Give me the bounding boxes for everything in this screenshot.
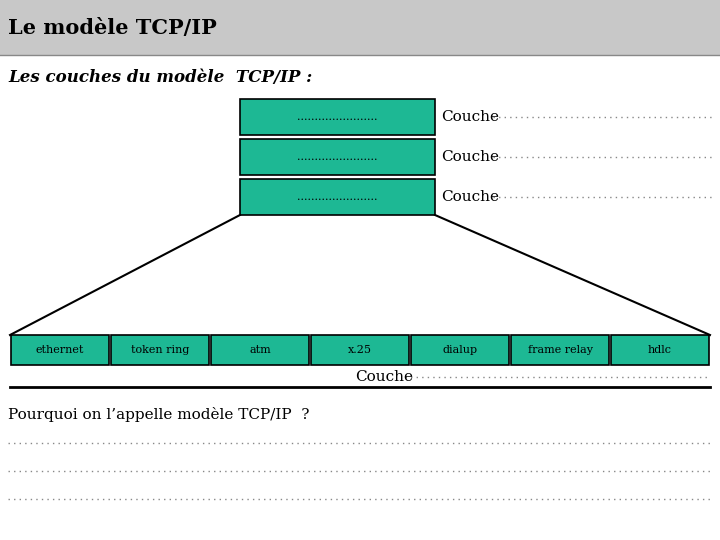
- Text: x.25: x.25: [348, 345, 372, 355]
- Bar: [0, 0, 720, 55]
- Text: Couche: Couche: [355, 370, 413, 384]
- Bar: [611, 335, 709, 365]
- Text: .......................: .......................: [297, 112, 378, 122]
- Text: token ring: token ring: [131, 345, 189, 355]
- Bar: [411, 335, 509, 365]
- Text: Couche: Couche: [441, 190, 499, 204]
- Bar: [211, 335, 309, 365]
- Bar: [240, 139, 435, 175]
- Bar: [511, 335, 609, 365]
- Text: Les couches du modèle  TCP/IP :: Les couches du modèle TCP/IP :: [8, 69, 312, 85]
- Text: ethernet: ethernet: [36, 345, 84, 355]
- Text: hdlc: hdlc: [648, 345, 672, 355]
- Text: Couche: Couche: [441, 110, 499, 124]
- Text: dialup: dialup: [442, 345, 477, 355]
- Text: atm: atm: [249, 345, 271, 355]
- Text: .......................: .......................: [297, 152, 378, 162]
- Bar: [240, 99, 435, 135]
- Bar: [311, 335, 409, 365]
- Text: .......................: .......................: [297, 192, 378, 202]
- Bar: [240, 179, 435, 215]
- Text: Couche: Couche: [441, 150, 499, 164]
- Text: Pourquoi on l’appelle modèle TCP/IP  ?: Pourquoi on l’appelle modèle TCP/IP ?: [8, 408, 310, 422]
- Bar: [11, 335, 109, 365]
- Bar: [111, 335, 209, 365]
- Text: frame relay: frame relay: [528, 345, 593, 355]
- Text: Le modèle TCP/IP: Le modèle TCP/IP: [8, 17, 217, 37]
